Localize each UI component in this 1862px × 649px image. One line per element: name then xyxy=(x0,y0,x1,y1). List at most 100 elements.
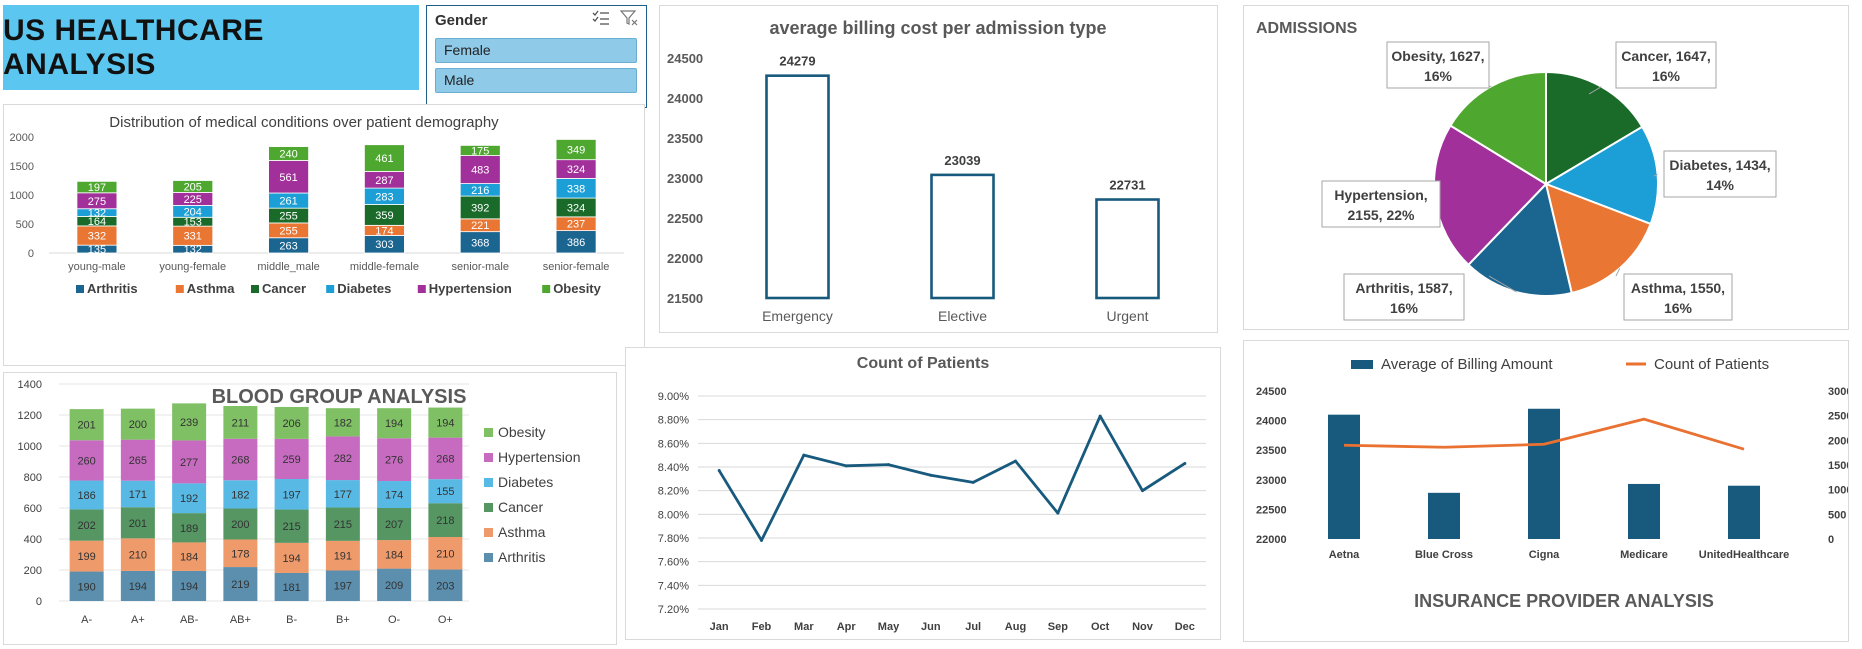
bar-medicare xyxy=(1628,484,1660,539)
slicer-item-male[interactable]: Male xyxy=(435,68,637,93)
data-label: 155 xyxy=(436,486,454,498)
y-tick-label: 21500 xyxy=(667,291,703,306)
x-tick-label: AB- xyxy=(180,614,199,626)
legend-label: Hypertension xyxy=(498,449,581,465)
x-tick-label: Jun xyxy=(921,621,941,633)
y-tick-label-right: 0 xyxy=(1828,534,1834,546)
data-label: 225 xyxy=(184,194,202,206)
data-label: 22731 xyxy=(1109,178,1145,193)
data-label: 237 xyxy=(567,219,585,231)
y-tick-label-right: 1000 xyxy=(1828,485,1848,497)
patient-count-line-chart: Count of Patients7.20%7.40%7.60%7.80%8.0… xyxy=(626,348,1220,639)
y-tick-label-left: 22500 xyxy=(1256,504,1287,516)
data-label: 215 xyxy=(282,521,300,533)
legend-label: Arthritis xyxy=(87,281,138,296)
data-label: 255 xyxy=(279,211,297,223)
x-tick-label: Jan xyxy=(710,621,729,633)
data-label: 197 xyxy=(88,182,106,194)
data-label: 197 xyxy=(334,581,352,593)
data-label: 287 xyxy=(375,175,393,187)
legend-swatch-obesity xyxy=(542,285,550,293)
legend-swatch-asthma xyxy=(176,285,184,293)
y-tick-label: 24000 xyxy=(667,91,703,106)
y-tick-label: 600 xyxy=(24,503,42,515)
x-tick-label: senior-female xyxy=(543,261,610,273)
data-label: 16% xyxy=(1664,300,1693,316)
y-tick-label: 23500 xyxy=(667,131,703,146)
data-label: 276 xyxy=(385,455,403,467)
legend-swatch-arthritis xyxy=(484,553,493,562)
data-label: 359 xyxy=(375,210,393,222)
y-tick-label: 0 xyxy=(28,248,34,260)
data-point xyxy=(1014,460,1017,463)
data-label: 205 xyxy=(184,181,202,193)
y-tick-label-left: 24000 xyxy=(1256,416,1287,428)
legend-swatch-cancer xyxy=(251,285,259,293)
data-label: 392 xyxy=(471,202,489,214)
data-label: 331 xyxy=(184,231,202,243)
data-label: 240 xyxy=(279,149,297,161)
y-tick-label: 24500 xyxy=(667,51,703,66)
data-label: Hypertension, xyxy=(1334,187,1427,203)
x-tick-label: Mar xyxy=(794,621,814,633)
multi-select-icon[interactable] xyxy=(592,10,610,26)
y-tick-label-left: 24500 xyxy=(1256,386,1287,398)
data-label: 332 xyxy=(88,231,106,243)
y-tick-label: 1000 xyxy=(18,441,42,453)
data-label: 216 xyxy=(471,185,489,197)
slicer-item-female[interactable]: Female xyxy=(435,38,637,63)
chart-title: Count of Patients xyxy=(857,355,990,372)
data-label: 206 xyxy=(282,418,300,430)
legend-swatch-obesity xyxy=(484,428,493,437)
data-label: 174 xyxy=(375,225,393,237)
bar-aetna xyxy=(1328,415,1360,539)
x-tick-label: AB+ xyxy=(230,614,251,626)
data-label: Asthma, 1550, xyxy=(1631,280,1725,296)
bar-blue-cross xyxy=(1428,493,1460,539)
data-point xyxy=(845,464,848,467)
legend-swatch-arthritis xyxy=(76,285,84,293)
data-label: 268 xyxy=(436,453,454,465)
data-label: 184 xyxy=(385,549,403,561)
y-tick-label: 400 xyxy=(24,534,42,546)
chart-title: average billing cost per admission type xyxy=(769,18,1106,38)
x-tick-label: Elective xyxy=(938,308,987,324)
y-tick-label: 8.80% xyxy=(658,415,689,427)
clear-filter-icon[interactable] xyxy=(620,10,638,26)
legend-label: Obesity xyxy=(498,424,545,440)
data-label: 561 xyxy=(279,172,297,184)
data-label: 16% xyxy=(1652,68,1681,84)
bar-emergency xyxy=(767,76,829,298)
x-tick-label: Emergency xyxy=(762,308,833,324)
blood-group-chart: BLOOD GROUP ANALYSIS02004006008001000120… xyxy=(4,373,616,644)
data-label: 211 xyxy=(232,417,250,429)
legend-swatch-asthma xyxy=(484,528,493,537)
data-label: 203 xyxy=(436,580,454,592)
data-label: 349 xyxy=(567,145,585,157)
data-label: Obesity, 1627, xyxy=(1391,48,1484,64)
data-label: 268 xyxy=(231,454,249,466)
data-label: 219 xyxy=(231,579,249,591)
x-tick-label: middle_male xyxy=(257,261,319,273)
y-tick-label: 0 xyxy=(36,596,42,608)
data-label: 275 xyxy=(88,196,106,208)
series-line xyxy=(719,416,1185,540)
data-label: 283 xyxy=(375,191,393,203)
y-tick-label: 500 xyxy=(16,219,34,231)
data-label: 16% xyxy=(1390,300,1419,316)
legend-swatch-hypertension xyxy=(418,285,426,293)
data-label: 182 xyxy=(334,417,352,429)
data-label: 194 xyxy=(180,581,198,593)
data-label: 386 xyxy=(567,237,585,249)
y-tick-label: 1400 xyxy=(18,379,42,391)
y-tick-label: 8.60% xyxy=(658,438,689,450)
y-tick-label: 22000 xyxy=(667,251,703,266)
y-tick-label: 9.00% xyxy=(658,391,689,403)
x-tick-label: A- xyxy=(81,614,92,626)
legend-swatch-diabetes xyxy=(484,478,493,487)
y-tick-label-right: 2500 xyxy=(1828,411,1848,423)
data-label: 303 xyxy=(375,239,393,251)
data-label: 201 xyxy=(77,420,95,432)
x-tick-label: B+ xyxy=(336,614,350,626)
